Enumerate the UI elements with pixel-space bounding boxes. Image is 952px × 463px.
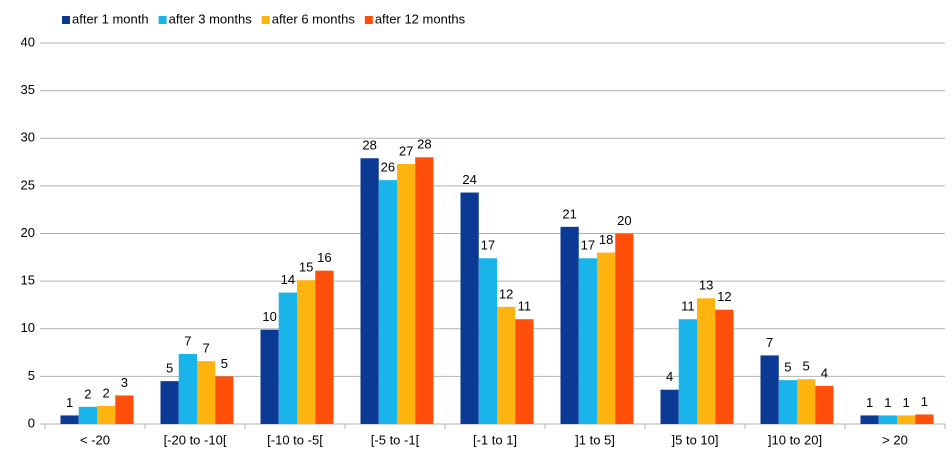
bar	[560, 226, 579, 424]
value-label: 26	[381, 160, 395, 175]
bar	[478, 258, 497, 424]
value-label: 24	[462, 172, 476, 187]
x-tick-label: [-20 to -10[	[164, 432, 227, 447]
bar	[60, 415, 79, 424]
value-label: 3	[121, 375, 128, 390]
legend-label: after 6 months	[272, 11, 356, 26]
bar	[578, 258, 597, 424]
bar	[815, 385, 834, 424]
y-tick-label: 10	[21, 320, 35, 335]
y-tick-label: 15	[21, 273, 35, 288]
value-label: 1	[884, 395, 891, 410]
value-label: 12	[717, 289, 731, 304]
bar	[115, 395, 134, 424]
value-label: 2	[103, 385, 110, 400]
bar	[397, 163, 416, 424]
bar	[697, 298, 716, 424]
value-label: 5	[221, 356, 228, 371]
y-tick-label: 25	[21, 177, 35, 192]
value-label: 4	[666, 369, 673, 384]
value-label: 11	[518, 299, 532, 314]
value-label: 16	[317, 250, 331, 265]
y-tick-label: 5	[28, 368, 35, 383]
value-label: 17	[581, 238, 595, 253]
value-label: 7	[203, 341, 210, 356]
value-label: 12	[499, 286, 513, 301]
value-label: 21	[562, 206, 576, 221]
bar	[278, 292, 297, 424]
bar	[597, 252, 616, 424]
legend-swatch	[364, 16, 373, 24]
y-tick-label: 0	[28, 415, 35, 430]
bar	[160, 381, 179, 424]
value-label: 5	[803, 359, 810, 374]
bar	[497, 306, 516, 424]
bar	[678, 319, 697, 424]
value-label: 11	[681, 299, 695, 314]
x-tick-label: [-5 to -1[	[371, 432, 420, 447]
value-label: 13	[699, 278, 713, 293]
value-label: 7	[766, 335, 773, 350]
bar	[615, 233, 634, 424]
legend-label: after 12 months	[375, 11, 466, 26]
bar	[860, 415, 879, 424]
legend-swatch	[62, 16, 70, 24]
y-tick-label: 20	[21, 225, 35, 240]
value-label: 7	[184, 333, 191, 348]
x-tick-label: [-1 to 1]	[473, 432, 517, 447]
value-label: 10	[262, 309, 276, 324]
y-tick-label: 35	[21, 82, 35, 97]
value-label: 4	[821, 365, 828, 380]
value-label: 1	[66, 395, 73, 410]
bar	[315, 270, 334, 424]
bar	[78, 406, 97, 424]
bar	[915, 414, 934, 424]
value-label: 15	[299, 260, 313, 275]
bar	[897, 415, 916, 424]
value-label: 2	[84, 386, 91, 401]
legend-swatch	[158, 16, 167, 24]
bar	[660, 389, 679, 424]
value-label: 14	[281, 272, 295, 287]
bar	[797, 379, 816, 424]
x-tick-label: ]1 to 5]	[575, 432, 615, 447]
value-label: 20	[617, 213, 631, 228]
bar	[415, 157, 434, 425]
value-label: 17	[481, 238, 495, 253]
value-label: 1	[866, 395, 873, 410]
value-label: 5	[784, 360, 791, 375]
bar	[760, 355, 779, 424]
value-label: 5	[166, 361, 173, 376]
legend-swatch	[261, 16, 270, 24]
x-tick-label: > 20	[882, 432, 908, 447]
bar	[197, 361, 216, 424]
value-label: 1	[921, 394, 928, 409]
value-label: 28	[362, 138, 376, 153]
x-tick-label: ]5 to 10]	[672, 432, 719, 447]
bar	[360, 158, 379, 424]
legend-label: after 1 month	[72, 11, 149, 26]
bar	[778, 380, 797, 424]
y-tick-label: 30	[21, 130, 35, 145]
bar	[515, 319, 534, 424]
bar	[297, 280, 316, 424]
bar	[878, 415, 897, 424]
value-label: 28	[417, 137, 431, 152]
bar	[715, 309, 734, 424]
bar	[215, 376, 234, 424]
value-label: 1	[903, 395, 910, 410]
y-tick-label: 40	[21, 34, 35, 49]
legend-label: after 3 months	[169, 11, 253, 26]
x-tick-label: < -20	[80, 432, 110, 447]
value-label: 18	[599, 232, 613, 247]
x-tick-label: ]10 to 20]	[768, 432, 822, 447]
bar	[178, 353, 197, 424]
value-label: 27	[399, 143, 413, 158]
bar	[460, 192, 479, 424]
bar	[260, 329, 279, 424]
x-tick-label: [-10 to -5[	[267, 432, 323, 447]
bar	[97, 405, 116, 424]
bar	[378, 180, 397, 424]
